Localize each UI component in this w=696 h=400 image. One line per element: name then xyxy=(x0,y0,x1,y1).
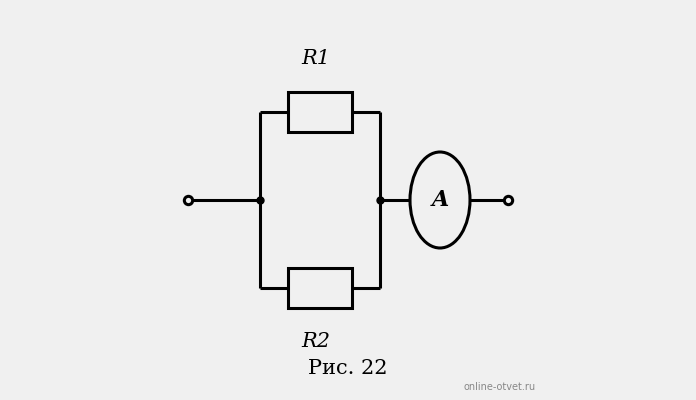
Text: R2: R2 xyxy=(301,332,331,351)
Text: A: A xyxy=(432,189,449,211)
Text: Рис. 22: Рис. 22 xyxy=(308,358,388,378)
Ellipse shape xyxy=(410,152,470,248)
Text: online-otvet.ru: online-otvet.ru xyxy=(464,382,536,392)
Text: R1: R1 xyxy=(301,49,331,68)
FancyBboxPatch shape xyxy=(288,92,352,132)
FancyBboxPatch shape xyxy=(288,268,352,308)
